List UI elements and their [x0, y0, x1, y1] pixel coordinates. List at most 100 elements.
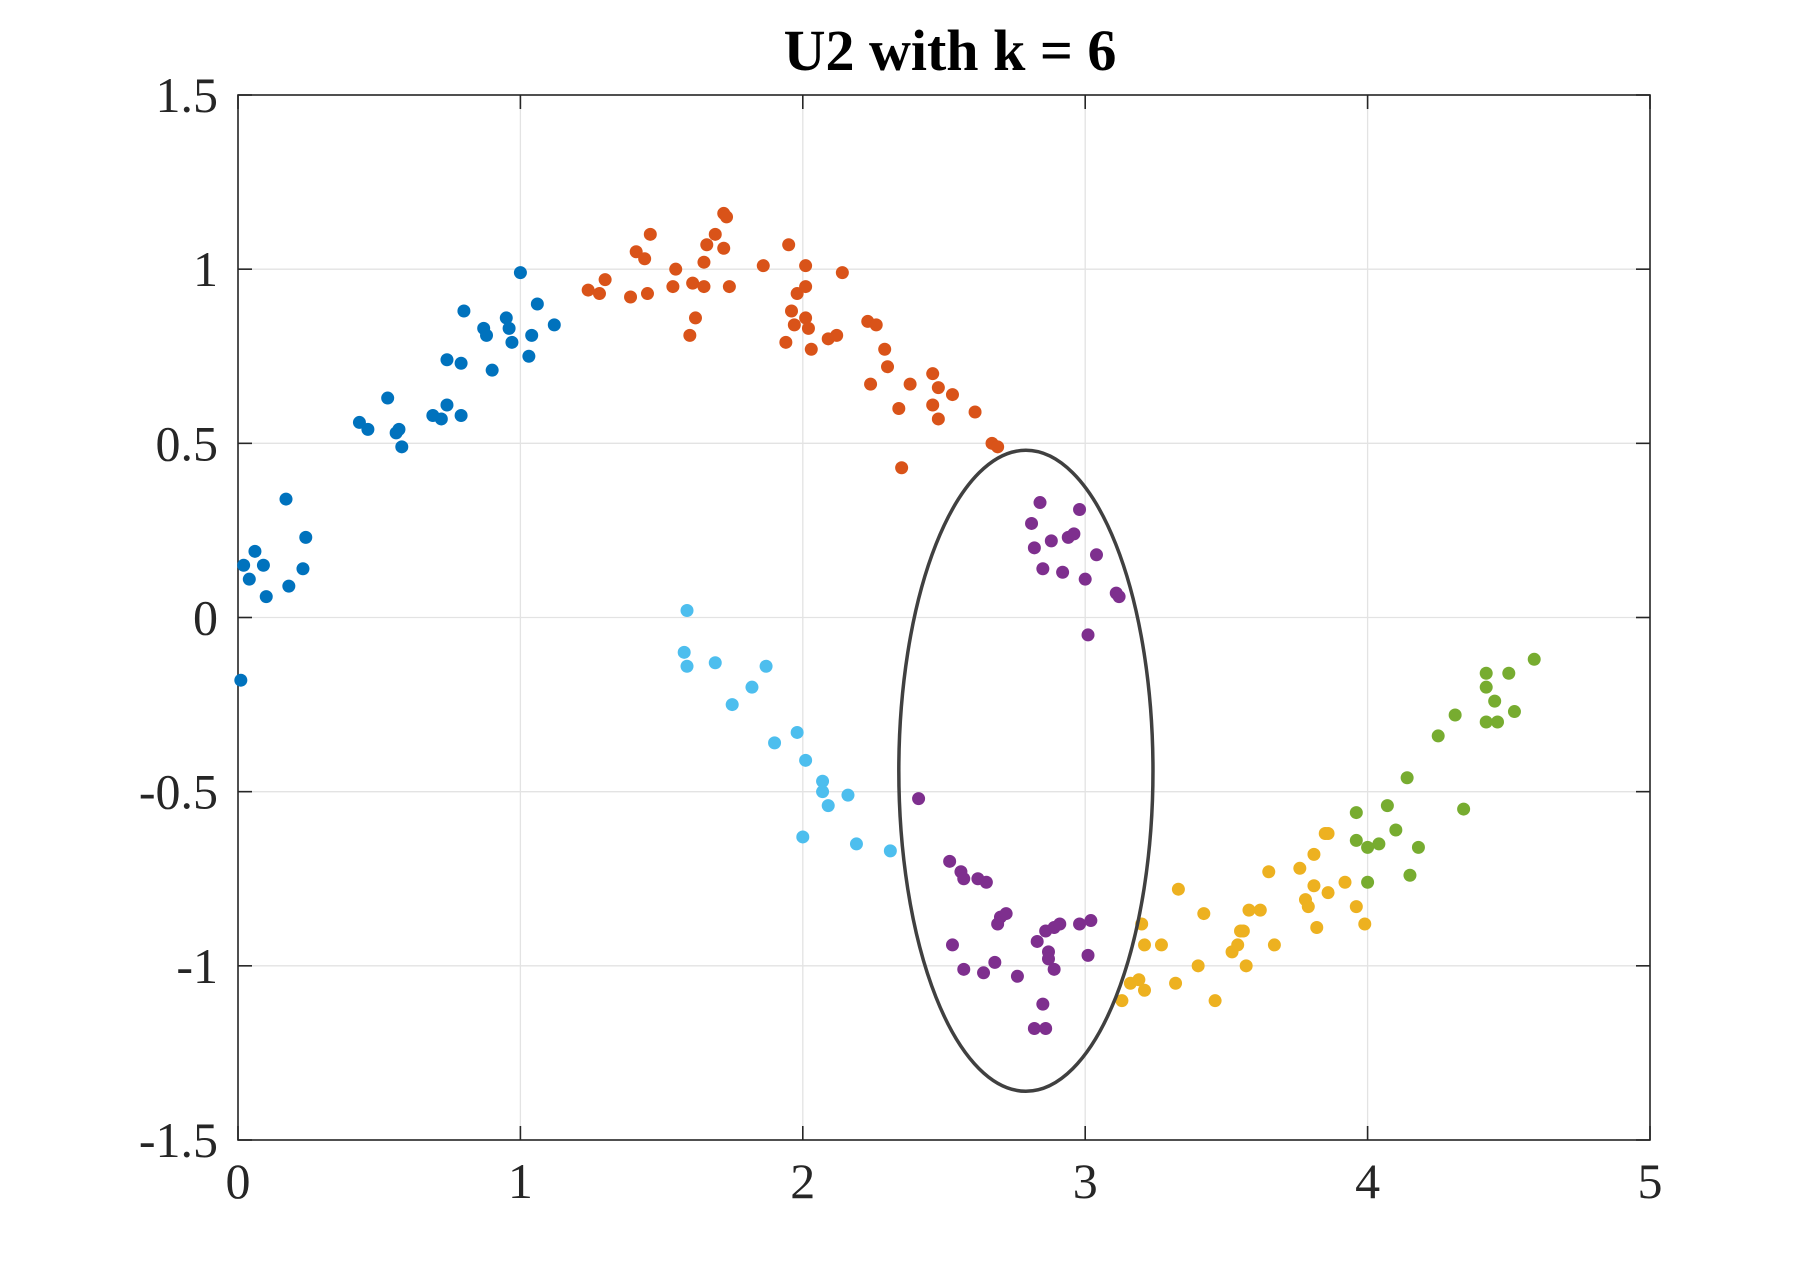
data-point [1479, 715, 1493, 729]
x-tick-label: 0 [226, 1153, 251, 1209]
data-point [931, 381, 945, 395]
data-point [864, 377, 878, 391]
data-point [869, 318, 883, 332]
data-point [592, 287, 606, 301]
data-point [943, 854, 957, 868]
data-point [759, 659, 773, 673]
data-point [1403, 868, 1417, 882]
data-point [1491, 715, 1505, 729]
data-point [361, 422, 375, 436]
highlight-ellipse [897, 448, 1155, 1093]
data-point [725, 698, 739, 712]
data-point [977, 966, 991, 980]
x-tick-label: 5 [1638, 1153, 1663, 1209]
data-point [1033, 496, 1047, 510]
x-tick-label: 3 [1073, 1153, 1098, 1209]
data-point [547, 318, 561, 332]
data-point [1036, 997, 1050, 1011]
data-point [1262, 865, 1276, 879]
data-point [1389, 823, 1403, 837]
data-point [968, 405, 982, 419]
data-point [1115, 994, 1129, 1008]
data-point [756, 259, 770, 273]
data-point [991, 917, 1005, 931]
data-point [1010, 969, 1024, 983]
data-point [1197, 907, 1211, 921]
data-point [666, 280, 680, 294]
data-point [745, 680, 759, 694]
data-point [259, 590, 273, 604]
data-point [1138, 938, 1152, 952]
series-5 [1115, 826, 1372, 1008]
data-point [296, 562, 310, 576]
data-point [1349, 806, 1363, 820]
data-point [1073, 917, 1087, 931]
data-point [830, 328, 844, 342]
data-point [1479, 680, 1493, 694]
data-point [1310, 921, 1324, 935]
data-point [926, 398, 940, 412]
grid-lines [237, 94, 1651, 1141]
series-6 [1349, 652, 1541, 889]
data-point [1208, 994, 1222, 1008]
data-point [1372, 837, 1386, 851]
data-point [1036, 562, 1050, 576]
data-point [787, 318, 801, 332]
data-point [799, 259, 813, 273]
data-point [248, 544, 262, 558]
data-point [1507, 705, 1521, 719]
data-point [643, 227, 657, 241]
data-point [440, 353, 454, 367]
data-point [1169, 976, 1183, 990]
data-point [640, 287, 654, 301]
data-point [1349, 833, 1363, 847]
data-point [991, 440, 1005, 454]
data-point [1431, 729, 1445, 743]
data-point [485, 363, 499, 377]
data-point [799, 311, 813, 325]
data-point [782, 238, 796, 252]
data-point [821, 799, 835, 813]
data-point [1073, 503, 1087, 517]
data-point [1400, 771, 1414, 785]
data-point [926, 367, 940, 381]
y-tick-label: -0.5 [139, 764, 218, 820]
data-point [1056, 565, 1070, 579]
data-point [683, 328, 697, 342]
data-point [697, 280, 711, 294]
data-point [242, 572, 256, 586]
data-point [790, 725, 804, 739]
data-point [299, 530, 313, 544]
data-point [513, 266, 527, 280]
data-point [988, 955, 1002, 969]
data-point [768, 736, 782, 750]
data-point [581, 283, 595, 297]
data-point [708, 656, 722, 670]
data-point [1053, 917, 1067, 931]
data-point [454, 356, 468, 370]
data-point [680, 604, 694, 618]
series-2 [581, 206, 1005, 475]
data-point [912, 792, 926, 806]
data-point [454, 408, 468, 422]
data-point [522, 349, 536, 363]
data-point [979, 875, 993, 889]
series-1 [234, 266, 561, 687]
data-point [1236, 924, 1250, 938]
data-point [677, 645, 691, 659]
data-point [1361, 875, 1375, 889]
data-point [799, 753, 813, 767]
data-point [1321, 886, 1335, 900]
data-point [499, 311, 513, 325]
data-point [878, 342, 892, 356]
data-point [237, 558, 251, 572]
data-point [841, 788, 855, 802]
y-tick-label: -1.5 [139, 1112, 218, 1168]
data-point [1338, 875, 1352, 889]
data-point [1078, 572, 1092, 586]
data-point [1081, 628, 1095, 642]
y-tick-label: 1.5 [156, 67, 219, 123]
data-point [505, 335, 519, 349]
data-point [680, 659, 694, 673]
data-point [720, 210, 734, 224]
